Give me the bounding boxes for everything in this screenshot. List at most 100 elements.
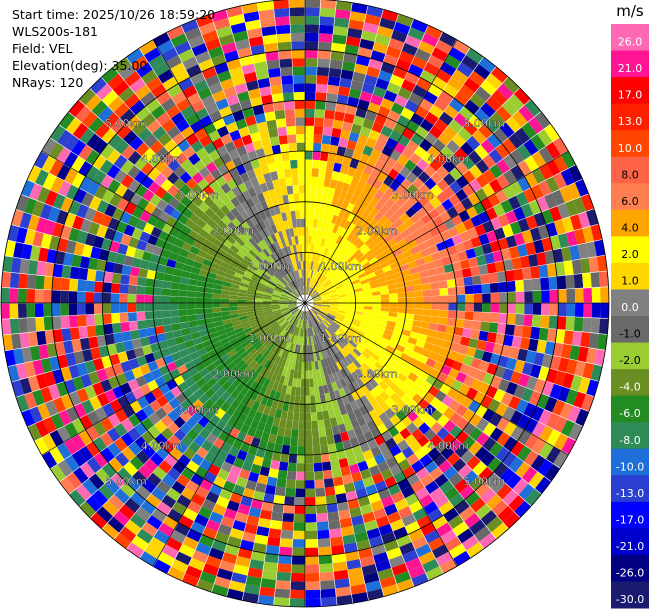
radar-cell	[291, 176, 299, 186]
radar-cell	[257, 241, 266, 251]
radar-cell	[241, 221, 251, 231]
radar-cell	[571, 259, 583, 275]
radar-cell	[291, 326, 296, 335]
radar-cell	[223, 371, 234, 381]
radar-cell	[380, 366, 391, 377]
radar-cell	[481, 283, 491, 294]
radar-cell	[230, 388, 241, 399]
radar-cell	[329, 294, 338, 298]
radar-cell	[109, 353, 121, 366]
radar-cell	[326, 315, 335, 322]
radar-cell	[313, 299, 322, 302]
radar-cell	[261, 94, 273, 105]
radar-cell	[313, 298, 322, 302]
colorbar-swatch	[611, 156, 649, 184]
radar-cell	[273, 494, 285, 505]
radar-cell	[321, 376, 327, 386]
radar-cell	[270, 253, 278, 262]
radar-cell	[179, 276, 190, 285]
radar-cell	[286, 185, 294, 195]
radar-cell	[260, 17, 276, 28]
radar-cell	[243, 255, 253, 264]
radar-cell	[217, 164, 229, 176]
radar-cell	[208, 149, 221, 162]
radar-cell	[270, 363, 278, 373]
radar-cell	[402, 127, 415, 140]
radar-cell	[262, 303, 272, 306]
radar-cell	[408, 63, 424, 77]
radar-cell	[35, 217, 48, 234]
radar-cell	[207, 130, 221, 143]
radar-cell	[457, 127, 472, 142]
radar-cell	[498, 378, 510, 392]
radar-cell	[49, 142, 64, 160]
radar-cell	[213, 358, 223, 368]
radar-cell	[289, 254, 294, 263]
radar-cell	[293, 289, 300, 297]
radar-cell	[336, 94, 349, 105]
radar-cell	[449, 493, 465, 508]
radar-cell	[563, 330, 574, 345]
radar-cell	[248, 359, 258, 369]
radar-cell	[509, 180, 523, 196]
radar-cell	[480, 395, 494, 409]
radar-cell	[181, 573, 200, 587]
radar-cell	[242, 592, 259, 604]
colorbar-swatch	[611, 130, 649, 158]
radar-cell	[76, 388, 89, 403]
radar-cell	[364, 193, 374, 204]
radar-cell	[232, 275, 242, 283]
radar-cell	[265, 246, 273, 256]
radar-cell	[41, 138, 57, 156]
colorbar-swatch	[611, 209, 649, 237]
colorbar-tick-label: -4.0	[619, 381, 640, 394]
radar-cell	[394, 498, 409, 512]
radar-cell	[204, 317, 215, 325]
radar-cell	[271, 297, 280, 301]
radar-cell	[241, 258, 251, 267]
radar-cell	[237, 372, 247, 382]
radar-cell	[441, 198, 454, 211]
radar-cell	[328, 273, 337, 281]
radar-cell	[193, 79, 209, 93]
radar-cell	[372, 299, 381, 303]
radar-cell	[294, 270, 299, 279]
radar-cell	[468, 150, 482, 165]
radar-cell	[318, 245, 324, 255]
radar-cell	[287, 284, 294, 292]
radar-cell	[436, 241, 447, 252]
radar-cell	[79, 176, 93, 192]
radar-cell	[167, 467, 181, 481]
radar-cell	[213, 316, 223, 323]
radar-cell	[412, 177, 425, 190]
radar-cell	[101, 67, 119, 84]
radar-cell	[139, 40, 157, 56]
radar-cell	[344, 174, 354, 185]
radar-cell	[541, 303, 550, 316]
radar-cell	[302, 286, 305, 295]
radar-cell	[354, 368, 364, 378]
radar-cell	[236, 250, 246, 259]
radar-cell	[462, 239, 474, 251]
radar-cell	[310, 327, 314, 336]
radar-cell	[288, 305, 297, 309]
radar-cell	[531, 438, 547, 455]
radar-cell	[263, 378, 271, 388]
radar-cell	[317, 177, 325, 187]
radar-cell	[365, 330, 375, 338]
radar-cell	[411, 573, 429, 587]
radar-cell	[17, 288, 27, 303]
radar-cell	[170, 309, 179, 318]
radar-cell	[312, 306, 321, 310]
radar-cell	[276, 316, 285, 323]
radar-cell	[449, 253, 460, 264]
radar-cell	[305, 497, 316, 506]
radar-cell	[258, 280, 268, 286]
radar-cell	[88, 473, 105, 490]
radar-cell	[491, 500, 508, 516]
radar-cell	[544, 193, 558, 209]
radar-cell	[582, 362, 595, 379]
radar-cell	[347, 305, 356, 309]
radar-cell	[96, 368, 108, 382]
radar-cell	[117, 467, 132, 483]
